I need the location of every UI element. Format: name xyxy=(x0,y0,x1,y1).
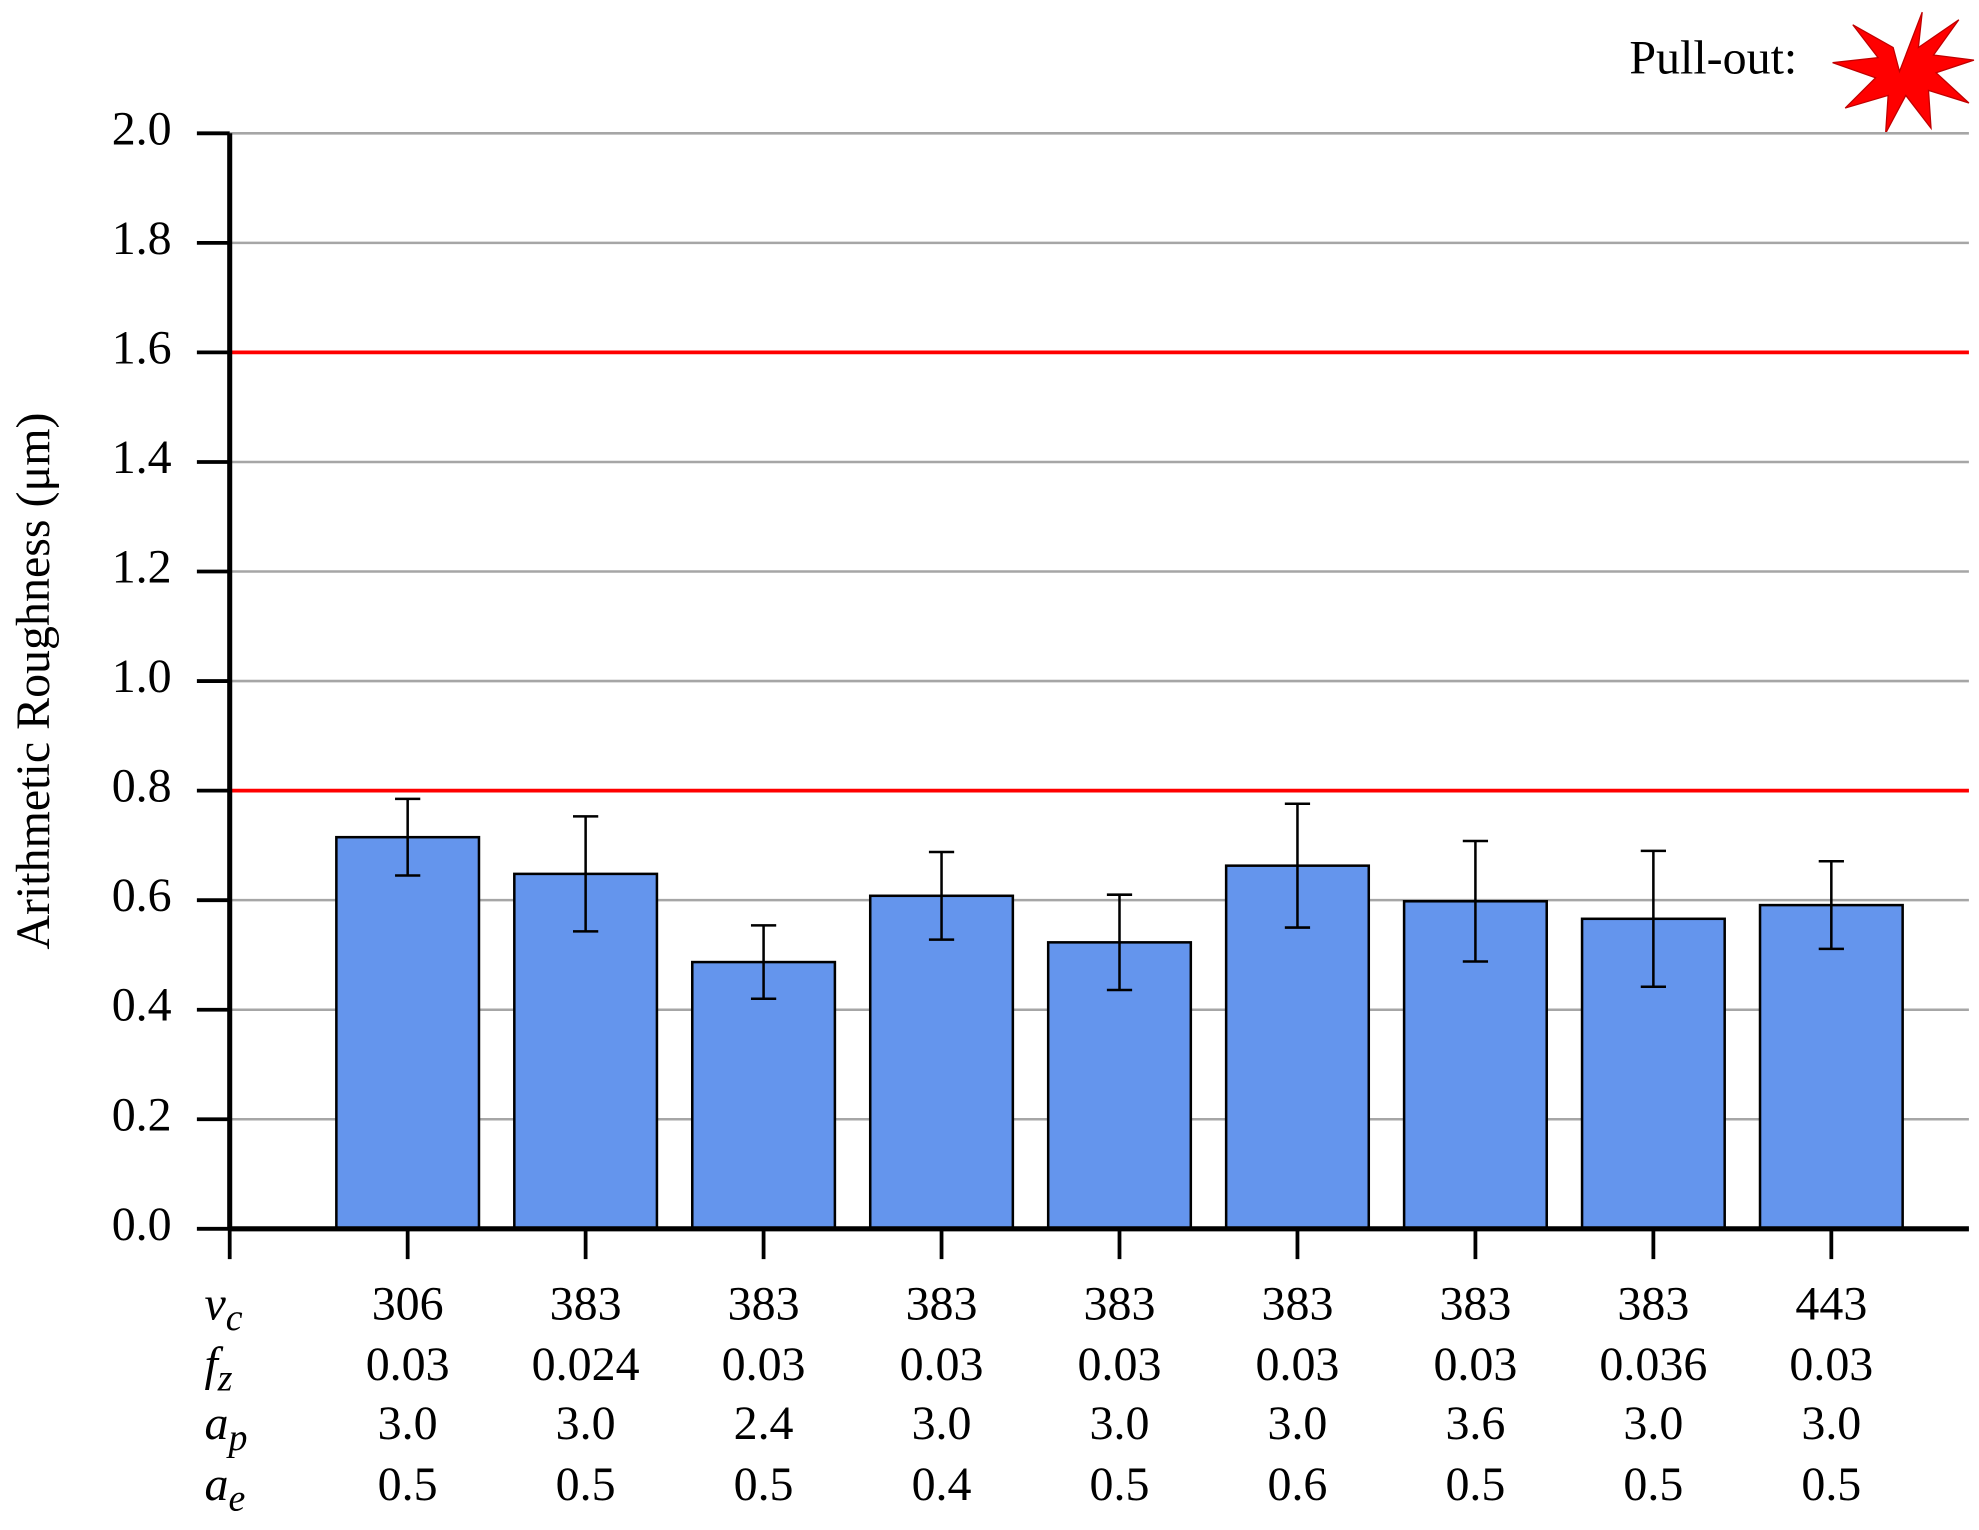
y-tick-label: 1.2 xyxy=(112,541,172,594)
parameter-value: 0.03 xyxy=(366,1338,450,1391)
parameter-value: 383 xyxy=(906,1277,978,1330)
parameter-value: 0.4 xyxy=(912,1458,972,1511)
y-tick-label: 2.0 xyxy=(112,102,172,155)
parameter-value: 0.6 xyxy=(1267,1458,1327,1511)
y-tick-label: 1.4 xyxy=(112,431,172,484)
bar xyxy=(1580,917,1726,1231)
parameter-value: 383 xyxy=(550,1277,622,1330)
y-tick-label: 1.6 xyxy=(112,321,172,374)
error-bar xyxy=(928,850,955,941)
row-symbol: a xyxy=(204,1397,228,1450)
parameter-value: 0.5 xyxy=(378,1458,438,1511)
pull-out-icon xyxy=(1832,11,1975,134)
bar xyxy=(335,835,481,1231)
row-subscript: c xyxy=(226,1297,243,1339)
error-bar xyxy=(750,924,777,1001)
parameter-value: 3.6 xyxy=(1445,1397,1505,1450)
error-bar xyxy=(1818,860,1844,951)
y-tick-label: 0.8 xyxy=(112,760,172,813)
parameter-value: 306 xyxy=(372,1277,444,1330)
parameter-value: 2.4 xyxy=(734,1397,794,1450)
row-subscript: e xyxy=(228,1477,245,1519)
parameter-value: 0.036 xyxy=(1599,1338,1707,1391)
parameter-value: 0.03 xyxy=(1078,1338,1162,1391)
parameter-value: 0.5 xyxy=(1090,1458,1150,1511)
parameter-value: 3.0 xyxy=(378,1397,438,1450)
parameter-value: 0.03 xyxy=(722,1338,806,1391)
row-symbol: a xyxy=(204,1458,228,1511)
row-subscript: p xyxy=(225,1417,247,1459)
parameter-value: 0.03 xyxy=(1789,1338,1873,1391)
error-bar xyxy=(395,797,421,877)
parameter-value: 0.03 xyxy=(900,1338,984,1391)
row-label: vc xyxy=(204,1277,242,1338)
row-label: ap xyxy=(204,1397,247,1458)
parameter-value: 0.03 xyxy=(1433,1338,1517,1391)
bar xyxy=(513,872,659,1231)
row-label: fz xyxy=(204,1338,232,1399)
parameter-value: 0.03 xyxy=(1255,1338,1339,1391)
row-label: ae xyxy=(204,1458,245,1519)
parameter-value: 0.5 xyxy=(1801,1458,1861,1511)
bar xyxy=(691,960,837,1231)
error-bar xyxy=(1462,839,1489,963)
error-bar xyxy=(573,815,599,933)
parameter-value: 0.5 xyxy=(1623,1458,1683,1511)
legend-label: Pull-out: xyxy=(1629,32,1797,85)
parameter-value: 383 xyxy=(1617,1277,1689,1330)
error-bar xyxy=(1284,802,1311,929)
row-subscript: z xyxy=(217,1357,233,1399)
row-symbol: v xyxy=(204,1277,226,1330)
parameter-value: 3.0 xyxy=(556,1397,616,1450)
parameter-value: 443 xyxy=(1795,1277,1867,1330)
parameter-value: 383 xyxy=(1439,1277,1511,1330)
error-bar xyxy=(1106,893,1133,992)
bar xyxy=(868,894,1015,1231)
y-tick-label: 1.8 xyxy=(112,212,172,265)
parameter-value: 3.0 xyxy=(1090,1397,1150,1450)
parameter-value: 383 xyxy=(1084,1277,1156,1330)
bar xyxy=(1758,903,1904,1231)
y-axis-title: Arithmetic Roughness (μm) xyxy=(7,412,60,949)
error-bar xyxy=(1640,849,1666,988)
parameter-value: 0.5 xyxy=(1445,1458,1505,1511)
parameter-value: 383 xyxy=(1261,1277,1333,1330)
y-tick-label: 0.4 xyxy=(112,979,172,1032)
y-tick-label: 0.0 xyxy=(112,1198,172,1251)
parameter-value: 3.0 xyxy=(912,1397,972,1450)
parameter-value: 0.5 xyxy=(556,1458,616,1511)
parameter-value: 0.5 xyxy=(734,1458,794,1511)
y-tick-label: 1.0 xyxy=(112,650,172,703)
parameter-value: 383 xyxy=(728,1277,800,1330)
parameter-value: 3.0 xyxy=(1801,1397,1861,1450)
bar xyxy=(1402,900,1548,1231)
parameter-value: 0.024 xyxy=(532,1338,640,1391)
y-tick-label: 0.2 xyxy=(112,1088,172,1141)
y-tick-label: 0.6 xyxy=(112,869,172,922)
parameter-value: 3.0 xyxy=(1267,1397,1327,1450)
parameter-value: 3.0 xyxy=(1623,1397,1683,1450)
